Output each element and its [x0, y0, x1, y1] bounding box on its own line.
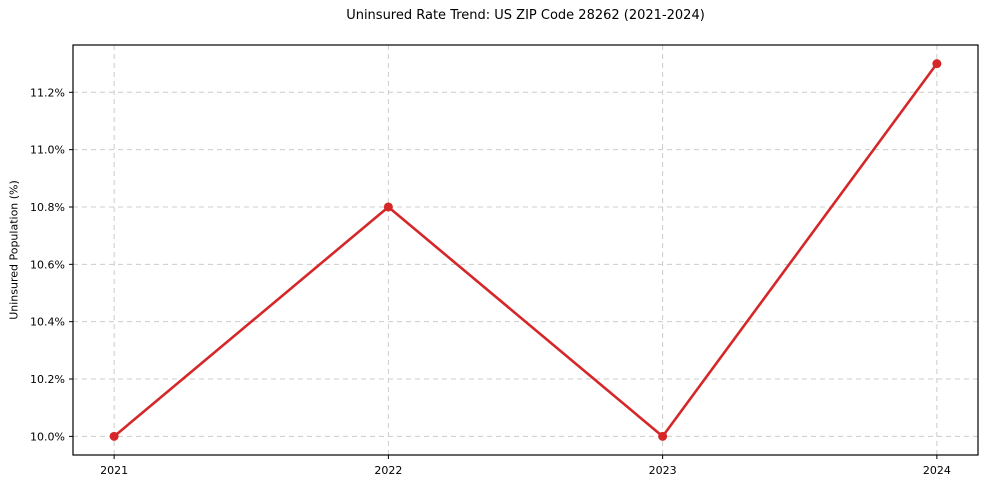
y-tick-label: 10.4%: [30, 316, 65, 329]
x-tick-label: 2023: [649, 464, 677, 477]
data-point-marker: [658, 431, 668, 441]
y-tick-label: 10.8%: [30, 201, 65, 214]
y-tick-label: 11.2%: [30, 86, 65, 99]
data-point-marker: [383, 202, 393, 212]
y-tick-label: 10.6%: [30, 258, 65, 271]
x-tick-label: 2024: [923, 464, 951, 477]
plot-border: [72, 44, 979, 456]
x-tick-label: 2022: [374, 464, 402, 477]
data-point-marker: [932, 59, 942, 69]
x-tick-label: 2021: [100, 464, 128, 477]
data-point-marker: [109, 431, 119, 441]
y-tick-label: 10.0%: [30, 430, 65, 443]
chart-title: Uninsured Rate Trend: US ZIP Code 28262 …: [346, 8, 705, 23]
y-tick-label: 11.0%: [30, 144, 65, 157]
y-tick-label: 10.2%: [30, 373, 65, 386]
trend-line: [112, 62, 939, 438]
